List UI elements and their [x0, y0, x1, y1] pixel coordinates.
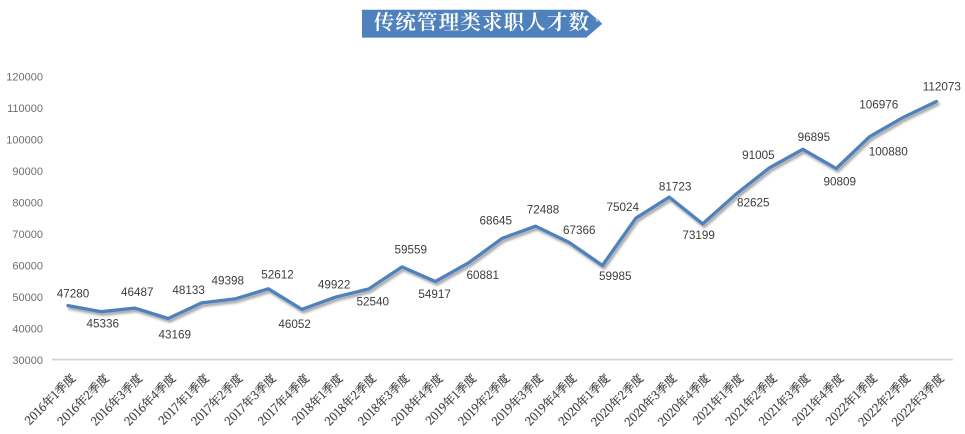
svg-text:100880: 100880: [869, 146, 909, 159]
svg-text:73199: 73199: [682, 229, 715, 242]
svg-text:106976: 106976: [859, 98, 898, 111]
svg-text:52540: 52540: [357, 295, 390, 308]
svg-text:80000: 80000: [12, 198, 43, 210]
svg-text:43169: 43169: [158, 329, 191, 342]
svg-text:46487: 46487: [121, 286, 154, 299]
svg-text:46052: 46052: [278, 318, 311, 331]
svg-text:90000: 90000: [12, 166, 43, 178]
svg-text:49922: 49922: [318, 279, 351, 292]
svg-text:45336: 45336: [86, 318, 119, 331]
svg-text:60000: 60000: [12, 261, 43, 273]
svg-text:110000: 110000: [7, 103, 43, 115]
svg-text:49398: 49398: [212, 274, 245, 287]
svg-text:91005: 91005: [742, 149, 775, 162]
svg-text:54917: 54917: [418, 288, 451, 301]
svg-text:50000: 50000: [12, 292, 43, 304]
svg-text:96895: 96895: [798, 131, 831, 144]
svg-text:48133: 48133: [172, 284, 205, 297]
svg-text:40000: 40000: [12, 324, 43, 336]
svg-text:59559: 59559: [394, 244, 427, 257]
svg-text:75024: 75024: [606, 201, 639, 214]
svg-text:82625: 82625: [737, 197, 770, 210]
svg-text:90809: 90809: [824, 176, 857, 189]
svg-text:81723: 81723: [659, 180, 692, 193]
svg-text:68645: 68645: [480, 214, 513, 227]
svg-text:52612: 52612: [261, 268, 294, 281]
svg-text:100000: 100000: [6, 135, 43, 147]
svg-text:60881: 60881: [467, 269, 500, 282]
svg-text:67366: 67366: [563, 224, 596, 237]
svg-text:59985: 59985: [599, 270, 632, 283]
svg-text:72488: 72488: [527, 203, 560, 216]
svg-text:120000: 120000: [6, 72, 43, 84]
svg-text:30000: 30000: [12, 355, 43, 367]
svg-text:70000: 70000: [12, 229, 43, 241]
svg-text:112073: 112073: [923, 81, 961, 94]
svg-text:47280: 47280: [57, 288, 90, 301]
